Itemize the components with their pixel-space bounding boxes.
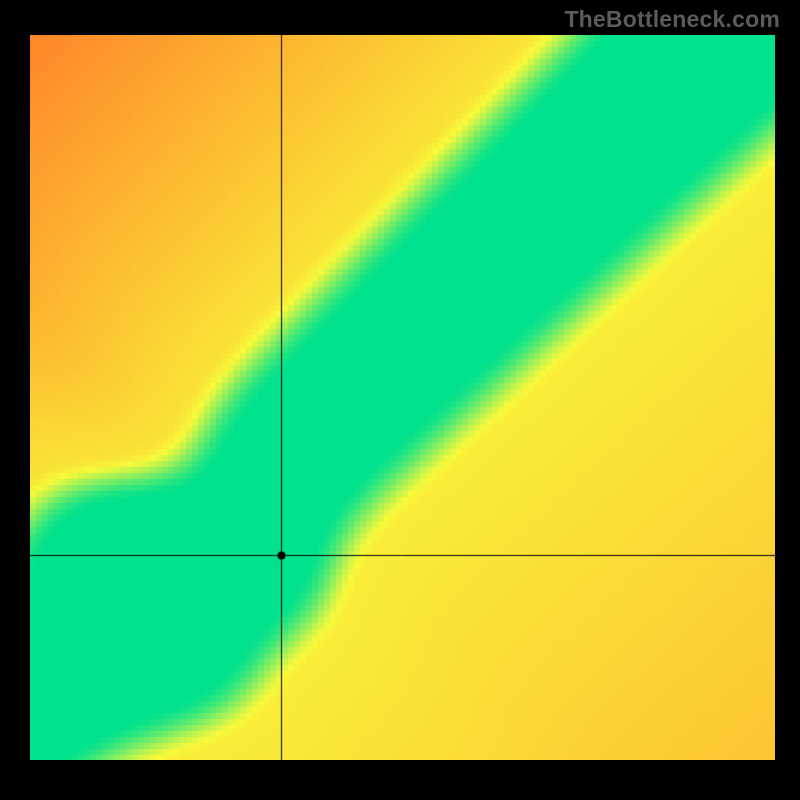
watermark-text: TheBottleneck.com <box>564 6 780 33</box>
crosshair-overlay <box>30 35 775 760</box>
